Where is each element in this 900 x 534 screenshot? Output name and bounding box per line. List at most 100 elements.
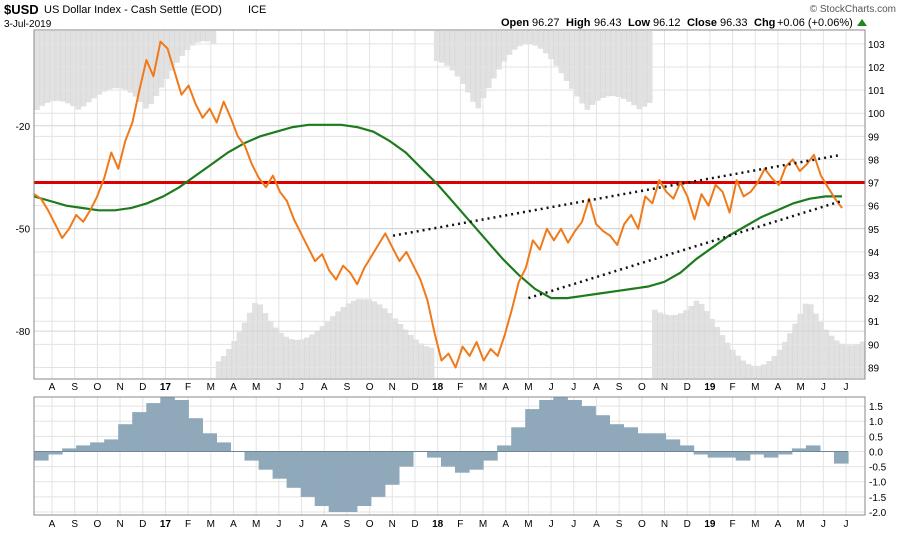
right-tick-label: 90 [868, 340, 880, 351]
background-band [854, 344, 861, 378]
background-band [626, 31, 632, 102]
x-tick-label: 17 [160, 382, 172, 393]
exchange-label: ICE [248, 4, 266, 16]
background-band [454, 31, 461, 77]
histogram-bar [679, 445, 695, 452]
background-band [314, 330, 321, 378]
watermark: © StockCharts.com [810, 4, 896, 15]
x-tick-label: A [593, 519, 600, 530]
background-band [433, 31, 440, 62]
histogram-bar [398, 451, 414, 467]
background-band [309, 334, 315, 378]
histogram-bar [48, 451, 63, 455]
background-band [288, 339, 295, 378]
histogram-bar [581, 406, 596, 452]
background-band [215, 361, 222, 378]
x-tick-label: D [139, 519, 146, 530]
background-band [589, 31, 596, 105]
x-tick-label: D [139, 382, 146, 393]
right-tick-label: 97 [868, 179, 880, 190]
background-band [39, 31, 45, 106]
oscillator-panel: 1.5 1.0 0.5 0.0 -0.5 -1.0 -1.5 -2.0 [34, 397, 887, 519]
background-band [631, 31, 637, 106]
background-band [210, 31, 217, 44]
background-band [693, 300, 700, 378]
x-tick-label: J [549, 382, 554, 393]
background-band [839, 343, 845, 378]
background-band [667, 315, 674, 378]
background-band [620, 31, 627, 99]
x-tick-label: J [299, 519, 304, 530]
background-band [293, 339, 300, 378]
background-band [802, 303, 809, 378]
right-tick-label: 94 [868, 248, 880, 259]
x-tick-label: 17 [160, 519, 172, 530]
background-band [330, 316, 336, 378]
background-band [324, 321, 331, 378]
right-tick-label: 95 [868, 225, 880, 236]
histogram-bar [370, 451, 386, 497]
background-band [169, 31, 175, 71]
background-band [96, 31, 103, 95]
x-tick-label: M [207, 519, 215, 530]
histogram-bar [244, 451, 260, 461]
background-band [381, 308, 388, 378]
background-band [776, 349, 783, 378]
histogram-bar [525, 409, 540, 452]
background-band [376, 304, 383, 378]
background-band [491, 31, 497, 79]
background-band [859, 341, 866, 378]
histogram-bar [763, 451, 779, 458]
histogram-bar [314, 451, 330, 506]
x-tick-label: O [366, 519, 374, 530]
right-tick-label: 103 [868, 40, 885, 51]
background-band [428, 347, 435, 378]
background-band [132, 31, 139, 97]
histogram-bar [174, 400, 189, 452]
x-tick-label: J [276, 519, 281, 530]
background-band [278, 332, 284, 378]
moving-average-line [33, 123, 842, 300]
low-value: 96.12 [653, 17, 681, 29]
background-band [807, 304, 814, 378]
background-band [184, 31, 191, 51]
osc-tick-label: 0.5 [869, 432, 883, 443]
background-band [636, 31, 643, 110]
background-band [719, 334, 726, 378]
chg-label: Chg [754, 17, 775, 29]
background-band [740, 360, 747, 378]
background-band [823, 329, 830, 378]
background-band [818, 322, 824, 378]
histogram-bar [258, 451, 274, 470]
background-band [356, 299, 362, 378]
background-band [257, 304, 264, 378]
histogram-bar [342, 451, 358, 512]
histogram-bar [805, 445, 821, 452]
background-band [439, 31, 445, 63]
background-band [397, 323, 404, 378]
oscillator-panel-frame [33, 396, 866, 516]
x-tick-label: O [366, 382, 374, 393]
osc-tick-label: -2.0 [869, 508, 887, 519]
background-band [745, 363, 752, 378]
background-band [350, 300, 357, 378]
x-tick-label: M [524, 382, 532, 393]
background-band [542, 31, 549, 54]
background-band [610, 31, 617, 97]
background-band [537, 31, 544, 49]
background-band [813, 313, 819, 378]
background-band [844, 345, 850, 378]
background-band [568, 31, 575, 89]
x-tick-label: J [821, 519, 826, 530]
background-band [231, 341, 238, 378]
background-band [59, 31, 66, 102]
x-tick-label: S [71, 519, 78, 530]
x-tick-label: O [93, 382, 101, 393]
x-tick-label: D [684, 519, 691, 530]
histogram-bar [34, 451, 49, 461]
instrument-name: US Dollar Index - Cash Settle (EOD) [44, 4, 222, 16]
osc-tick-label: 1.0 [869, 417, 883, 428]
x-tick-label: N [116, 519, 123, 530]
histogram-bar [539, 400, 554, 452]
right-tick-label: 102 [868, 63, 885, 74]
